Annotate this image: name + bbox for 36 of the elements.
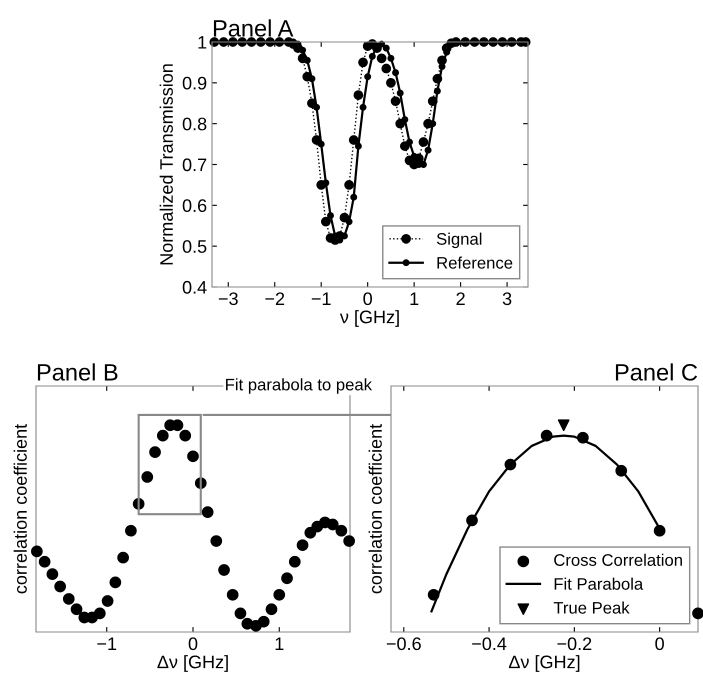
x-tick-label: 1 xyxy=(410,292,418,305)
chart-title: Panel C xyxy=(616,363,698,381)
x-tick-label: −2 xyxy=(265,292,284,305)
y-tick-label: 0.6 xyxy=(182,199,206,212)
x-tick-label: −0.4 xyxy=(472,637,506,650)
legend-label: Reference xyxy=(437,256,512,269)
y-tick-label: 0.9 xyxy=(182,76,206,90)
chart-title: Panel A xyxy=(214,19,294,37)
x-tick-label: −0.2 xyxy=(557,637,592,650)
x-tick-label: −0.6 xyxy=(386,637,421,650)
x-tick-label: 0 xyxy=(188,637,198,650)
y-axis-title: correlation coefficient xyxy=(14,424,27,594)
legend-label: True Peak xyxy=(554,601,630,614)
y-axis-title: correlation coefficient xyxy=(368,424,382,594)
x-tick-label: 2 xyxy=(456,292,465,305)
chart-title: Panel B xyxy=(38,363,118,381)
y-tick-label: 0.4 xyxy=(182,280,207,294)
x-tick-label: 1 xyxy=(276,638,284,650)
x-tick-label: 3 xyxy=(502,292,512,306)
x-axis-title: ν [GHz] xyxy=(340,310,399,327)
x-tick-label: 0 xyxy=(655,637,664,650)
legend-label: Fit Parabola xyxy=(554,578,644,590)
legend-label: Cross Correlation xyxy=(554,554,682,566)
x-axis-title: Δν [GHz] xyxy=(157,655,228,672)
y-tick-label: 1 xyxy=(198,36,206,49)
x-tick-label: −1 xyxy=(312,292,331,305)
x-axis-title: Δν [GHz] xyxy=(508,655,580,672)
x-tick-label: 0 xyxy=(363,292,372,306)
y-tick-label: 0.7 xyxy=(182,158,206,172)
legend-label: Signal xyxy=(436,232,482,248)
text: Fit parabola to peak xyxy=(226,378,372,394)
y-tick-label: 0.5 xyxy=(182,240,206,253)
x-tick-label: −1 xyxy=(97,638,116,650)
x-tick-label: −3 xyxy=(218,292,238,306)
y-axis-title: Normalized Transmission xyxy=(160,64,173,264)
y-tick-label: 0.8 xyxy=(182,118,206,130)
